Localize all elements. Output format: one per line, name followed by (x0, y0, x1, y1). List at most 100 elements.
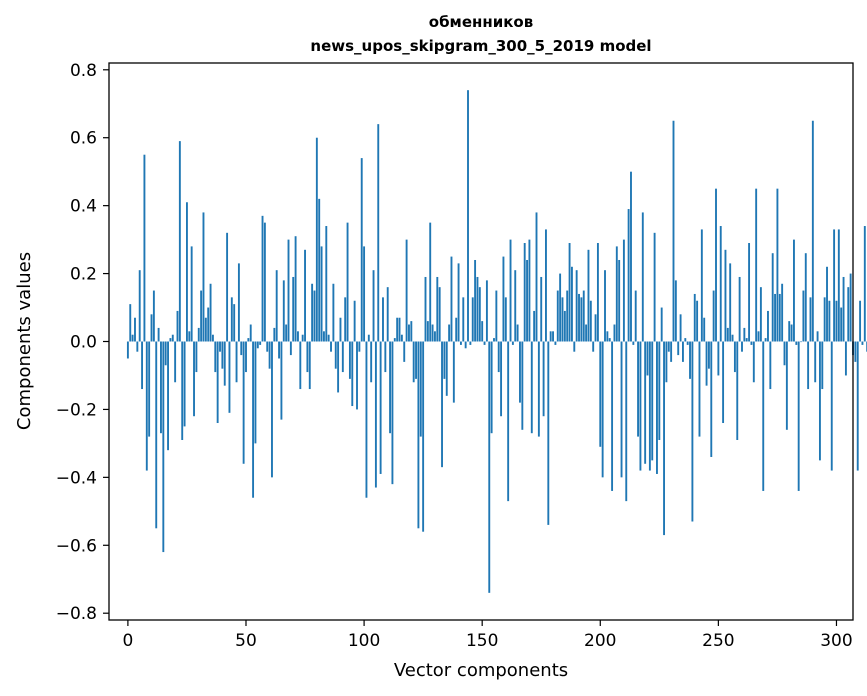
bar (500, 341, 503, 417)
bar (200, 290, 203, 342)
bar (693, 293, 696, 342)
bar (221, 341, 224, 369)
bar (282, 280, 285, 342)
bar (476, 276, 479, 342)
bar (289, 341, 292, 356)
bar (859, 300, 862, 342)
bar (755, 188, 758, 342)
bar (703, 317, 706, 342)
bar (835, 300, 838, 342)
bar (438, 287, 441, 342)
bar (778, 293, 781, 342)
bar (519, 341, 521, 403)
bar (575, 270, 578, 342)
bar (507, 341, 510, 502)
bar (254, 341, 257, 444)
bar (457, 263, 460, 342)
bar (776, 188, 779, 342)
x-axis-label: Vector components (394, 660, 568, 681)
bar (741, 341, 743, 352)
bar (658, 341, 661, 440)
bar (152, 290, 155, 342)
bar (431, 324, 434, 342)
bar (334, 341, 337, 369)
bar (511, 341, 514, 345)
bar (424, 276, 427, 342)
bar (403, 341, 406, 362)
bar (207, 307, 210, 342)
bar (585, 324, 588, 342)
bar (828, 300, 831, 342)
bar (618, 259, 621, 342)
bar (549, 331, 552, 342)
bar (771, 253, 774, 342)
bar (360, 158, 363, 342)
bar (568, 243, 571, 342)
bar (358, 341, 361, 352)
bar (785, 341, 788, 430)
bar (419, 341, 422, 437)
bar (370, 341, 373, 383)
bar (674, 280, 677, 342)
bar (193, 341, 195, 417)
bar (566, 290, 569, 342)
bar (696, 300, 699, 342)
bar (344, 297, 347, 342)
bar (632, 341, 635, 345)
x-tick-label: 200 (584, 631, 616, 651)
bar (587, 249, 590, 342)
bar (211, 334, 214, 342)
bar (242, 341, 245, 464)
bar (219, 341, 221, 352)
bar (656, 341, 658, 474)
bar (750, 341, 753, 345)
bar (391, 341, 394, 485)
bar (672, 120, 675, 342)
bar (502, 256, 505, 342)
bar (462, 297, 465, 342)
bar (145, 341, 148, 471)
bar (261, 215, 264, 342)
bar (204, 317, 207, 342)
bar (767, 310, 769, 342)
bar (443, 341, 446, 379)
y-tick-label: 0.0 (70, 333, 97, 353)
bar (620, 341, 623, 478)
bar (830, 341, 833, 471)
y-tick-label: 0.6 (70, 129, 97, 149)
bar (228, 341, 231, 413)
bar (422, 341, 425, 532)
bar (450, 256, 453, 342)
bar (365, 341, 368, 498)
bar (816, 331, 819, 342)
bar (826, 266, 828, 342)
bar (162, 341, 165, 553)
x-tick-label: 0 (122, 631, 133, 651)
bar (570, 266, 573, 342)
bar (275, 270, 278, 342)
bar (410, 321, 413, 342)
bar (412, 341, 415, 383)
bar (764, 338, 767, 342)
bar (266, 341, 269, 352)
bar (528, 239, 531, 342)
bar (459, 341, 462, 345)
bar (514, 270, 517, 342)
bar (533, 310, 536, 342)
chart-title: обменников (429, 13, 533, 31)
bar (467, 90, 469, 342)
bar (325, 226, 328, 342)
bar (393, 338, 396, 342)
bar (237, 263, 240, 342)
bar (811, 120, 814, 342)
bar (762, 341, 765, 491)
bar (582, 290, 585, 342)
bar (504, 297, 507, 342)
bar (398, 317, 401, 342)
bar (561, 297, 564, 342)
bar (807, 341, 810, 390)
bar (611, 341, 614, 491)
bar (389, 341, 392, 434)
bar (563, 310, 566, 342)
bar (521, 341, 524, 430)
